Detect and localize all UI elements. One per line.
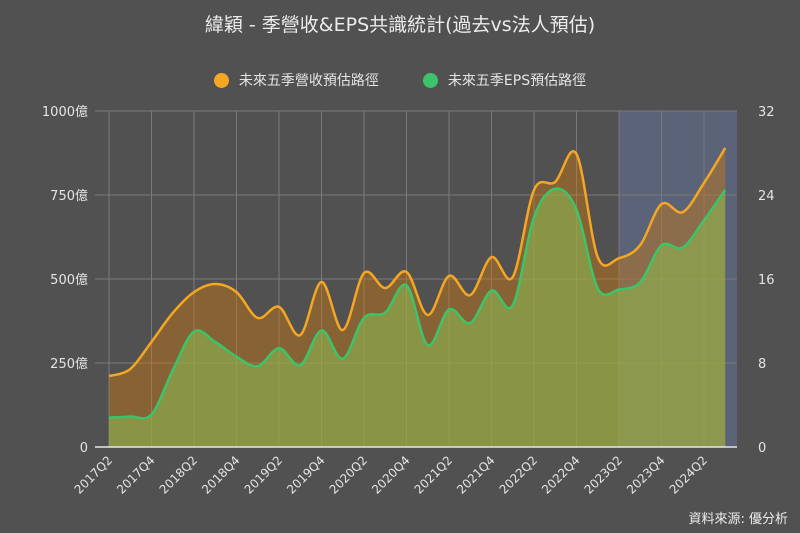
right-axis-tick: 24 (758, 189, 775, 204)
x-axis-tick: 2021Q2 (412, 453, 456, 497)
left-axis-tick: 750億 (50, 188, 88, 204)
x-axis-tick: 2020Q4 (369, 453, 413, 497)
revenue-dot-icon (213, 72, 229, 88)
legend: 未來五季營收預估路徑 未來五季EPS預估路徑 (0, 70, 800, 90)
right-axis-tick: 8 (758, 357, 766, 372)
x-axis-tick: 2017Q4 (114, 453, 158, 497)
x-axis-tick: 2023Q2 (582, 453, 626, 497)
legend-item-revenue[interactable]: 未來五季營收預估路徑 (213, 70, 379, 90)
source-note: 資料來源: 優分析 (688, 512, 788, 527)
right-axis-tick: 0 (758, 441, 766, 456)
left-axis-tick: 0 (80, 441, 88, 456)
x-axis-tick: 2023Q4 (624, 453, 668, 497)
right-axis-tick: 32 (758, 105, 775, 120)
legend-item-eps[interactable]: 未來五季EPS預估路徑 (422, 70, 587, 90)
x-axis-tick: 2024Q2 (667, 453, 711, 497)
x-axis-tick: 2017Q2 (72, 453, 116, 497)
x-axis-tick: 2019Q2 (242, 453, 286, 497)
eps-dot-icon (422, 72, 438, 88)
left-axis-tick: 1000億 (42, 104, 88, 120)
legend-label-revenue: 未來五季營收預估路徑 (238, 73, 379, 89)
x-axis-tick: 2018Q2 (157, 453, 201, 497)
x-axis-tick: 2018Q4 (199, 453, 243, 497)
right-axis-tick: 16 (758, 273, 775, 288)
left-axis-tick: 250億 (50, 356, 88, 372)
x-axis-tick: 2019Q4 (284, 453, 328, 497)
legend-label-eps: 未來五季EPS預估路徑 (447, 73, 587, 89)
x-axis-tick: 2021Q4 (454, 453, 498, 497)
eps-line (108, 187, 727, 420)
left-axis-tick: 500億 (50, 272, 88, 288)
x-axis-tick: 2022Q2 (497, 453, 541, 497)
revenue-line (108, 147, 727, 378)
chart-title: 緯穎 - 季營收&EPS共識統計(過去vs法人預估) (204, 14, 596, 36)
x-axis-tick: 2020Q2 (327, 453, 371, 497)
x-axis-tick: 2022Q4 (539, 453, 583, 497)
